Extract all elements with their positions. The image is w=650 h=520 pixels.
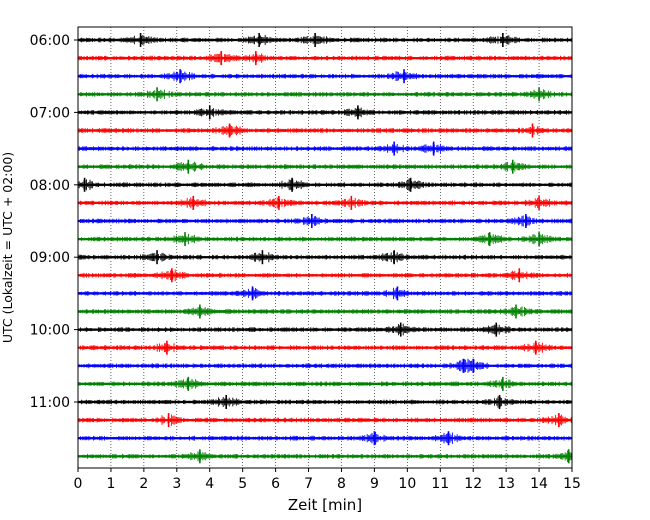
- trace-1030: [77, 358, 572, 373]
- trace-1045: [77, 376, 572, 391]
- x-tick-label: 13: [497, 476, 515, 492]
- trace-0845: [77, 232, 572, 247]
- trace-0800: [77, 177, 572, 192]
- trace-1015: [77, 340, 572, 355]
- x-axis-ticks: 0 1 2 3 4 5 6 7 8 9 10 11 12 13 14 15: [74, 468, 581, 492]
- y-axis-label: UTC (Lokalzeit = UTC + 02:00): [0, 152, 15, 343]
- trace-0930: [77, 286, 572, 301]
- trace-0745: [77, 159, 572, 174]
- trace-1100: [77, 395, 572, 409]
- y-tick-label: 08:00: [30, 178, 70, 194]
- trace-0715: [77, 123, 572, 138]
- x-tick-label: 5: [238, 476, 247, 492]
- x-tick-label: 11: [431, 476, 449, 492]
- trace-0915: [77, 268, 572, 283]
- x-axis-label: Zeit [min]: [288, 496, 362, 514]
- trace-0600: [77, 33, 572, 47]
- x-tick-label: 4: [205, 476, 214, 492]
- trace-0830: [77, 214, 572, 228]
- trace-0615: [77, 51, 572, 66]
- trace-1000: [77, 322, 572, 337]
- x-tick-label: 2: [139, 476, 148, 492]
- y-tick-label: 06:00: [30, 33, 70, 49]
- x-tick-label: 15: [563, 476, 581, 492]
- x-tick-label: 12: [464, 476, 482, 492]
- y-tick-label: 07:00: [30, 105, 70, 121]
- trace-layer: [77, 33, 572, 464]
- trace-0815: [77, 195, 572, 210]
- x-tick-label: 7: [304, 476, 313, 492]
- y-axis-ticks: 06:00 07:00 08:00 09:00 10:00 11:00: [30, 33, 78, 411]
- x-tick-label: 8: [337, 476, 346, 492]
- y-tick-label: 10:00: [30, 323, 70, 339]
- trace-0730: [77, 141, 572, 156]
- trace-0630: [77, 69, 572, 84]
- x-tick-label: 14: [530, 476, 548, 492]
- trace-0645: [77, 87, 572, 102]
- trace-1115: [77, 413, 572, 428]
- trace-0900: [77, 250, 572, 265]
- x-tick-label: 0: [74, 476, 83, 492]
- y-tick-label: 09:00: [30, 250, 70, 266]
- trace-0700: [77, 105, 572, 120]
- x-tick-label: 9: [370, 476, 379, 492]
- x-tick-label: 3: [172, 476, 181, 492]
- x-tick-label: 10: [398, 476, 416, 492]
- y-tick-label: 11:00: [30, 395, 70, 411]
- x-tick-label: 1: [106, 476, 115, 492]
- trace-1145: [77, 449, 572, 464]
- trace-1130: [77, 431, 572, 446]
- trace-0945: [77, 304, 572, 319]
- plot-frame: [77, 26, 573, 469]
- x-tick-label: 6: [271, 476, 280, 492]
